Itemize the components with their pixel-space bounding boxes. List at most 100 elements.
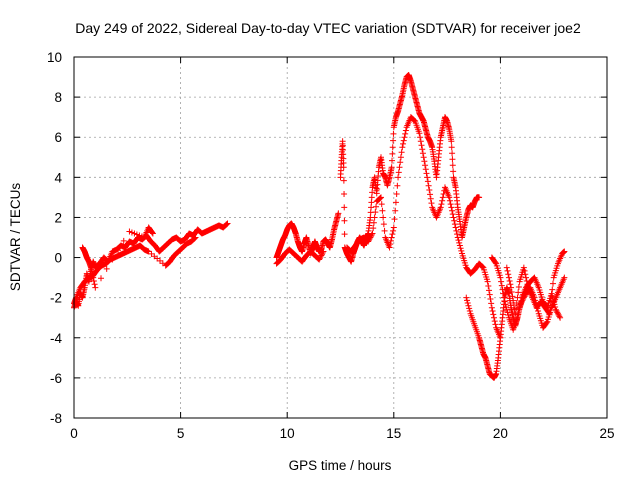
data-point-marker	[410, 116, 417, 123]
data-point-marker	[501, 298, 508, 305]
data-point-marker	[426, 187, 433, 194]
data-point-marker	[555, 312, 562, 319]
data-point-marker	[109, 256, 116, 263]
data-point-marker	[398, 149, 405, 156]
data-point-marker	[439, 197, 446, 204]
data-point-marker	[503, 264, 510, 271]
data-point-marker	[381, 227, 388, 234]
data-point-marker	[508, 284, 515, 291]
data-point-marker	[380, 214, 387, 221]
series-segment-1	[71, 220, 231, 311]
series-segment-3-tail	[503, 248, 568, 317]
x-tick-label: 0	[70, 426, 78, 441]
data-point-marker	[340, 177, 347, 184]
data-point-marker	[500, 290, 507, 297]
data-point-marker	[422, 166, 429, 173]
data-point-marker	[561, 274, 568, 281]
data-point-marker	[400, 137, 407, 144]
data-point-marker	[393, 191, 400, 198]
y-tick-label: 2	[54, 210, 62, 225]
data-point-marker	[463, 294, 470, 301]
data-point-marker	[90, 274, 97, 281]
data-point-marker	[449, 162, 456, 169]
data-point-marker	[513, 305, 520, 312]
data-point-marker	[341, 191, 348, 198]
data-point-marker	[453, 227, 460, 234]
data-point-marker	[502, 301, 509, 308]
data-point-marker	[417, 134, 424, 141]
series-segment-1-spikes	[79, 224, 156, 291]
data-point-marker	[390, 224, 397, 231]
data-point-marker	[427, 191, 434, 198]
data-point-marker	[391, 216, 398, 223]
data-point-marker	[397, 159, 404, 166]
y-tick-label: -8	[50, 411, 62, 426]
data-point-marker	[491, 314, 498, 321]
data-point-marker	[449, 156, 456, 163]
data-point-marker	[370, 225, 377, 232]
series-segment-3-dip	[463, 274, 568, 381]
data-point-marker	[448, 144, 455, 151]
y-axis-label: SDTVAR / TECUs	[8, 183, 23, 292]
data-point-marker	[492, 259, 499, 266]
x-tick-label: 25	[599, 426, 614, 441]
data-point-marker	[449, 211, 456, 218]
data-point-marker	[513, 300, 520, 307]
data-point-marker	[476, 194, 483, 201]
data-point-marker	[369, 230, 376, 237]
data-point-marker	[545, 309, 552, 316]
data-point-marker	[320, 248, 327, 255]
data-point-marker	[490, 311, 497, 318]
data-point-marker	[318, 252, 325, 259]
y-tick-label: 6	[54, 130, 62, 145]
data-point-marker	[317, 253, 324, 260]
data-point-marker	[368, 204, 375, 211]
data-point-marker	[421, 158, 428, 165]
y-tick-label: 4	[54, 170, 62, 185]
data-point-marker	[515, 283, 522, 290]
grid	[74, 57, 607, 418]
data-point-marker	[389, 144, 396, 151]
data-point-marker	[543, 303, 550, 310]
data-point-marker	[191, 235, 198, 242]
data-point-marker	[485, 282, 492, 289]
data-point-marker	[505, 274, 512, 281]
data-point-marker	[552, 304, 559, 311]
data-point-marker	[515, 311, 522, 318]
data-point-marker	[388, 164, 395, 171]
data-point-marker	[437, 204, 444, 211]
data-point-marker	[380, 221, 387, 228]
data-point-marker	[88, 264, 95, 271]
data-point-marker	[368, 199, 375, 206]
data-point-marker	[498, 278, 505, 285]
plot-frame	[73, 56, 608, 419]
y-tick-label: 0	[54, 251, 62, 266]
data-point-marker	[319, 251, 326, 258]
data-point-marker	[387, 241, 394, 248]
data-point-marker	[371, 214, 378, 221]
data-point-marker	[425, 182, 432, 189]
data-point-marker	[395, 174, 402, 181]
data-point-marker	[372, 209, 379, 216]
data-point-marker	[88, 267, 95, 274]
data-point-marker	[451, 221, 458, 228]
series-segment-3-late	[488, 254, 564, 333]
data-point-marker	[454, 234, 461, 241]
data-point-marker	[463, 297, 470, 304]
data-point-marker	[546, 310, 553, 317]
data-point-marker	[489, 308, 496, 315]
data-point-marker	[392, 199, 399, 206]
data-point-marker	[515, 289, 522, 296]
data-point-marker	[402, 127, 409, 134]
data-point-marker	[422, 162, 429, 169]
data-point-marker	[370, 219, 377, 226]
y-tick-label: 10	[47, 50, 62, 65]
data-point-marker	[520, 264, 527, 271]
data-point-marker	[149, 229, 156, 236]
data-point-marker	[488, 304, 495, 311]
data-point-marker	[548, 290, 555, 297]
data-point-marker	[516, 304, 523, 311]
data-point-marker	[376, 195, 383, 202]
x-tick-label: 20	[493, 426, 508, 441]
